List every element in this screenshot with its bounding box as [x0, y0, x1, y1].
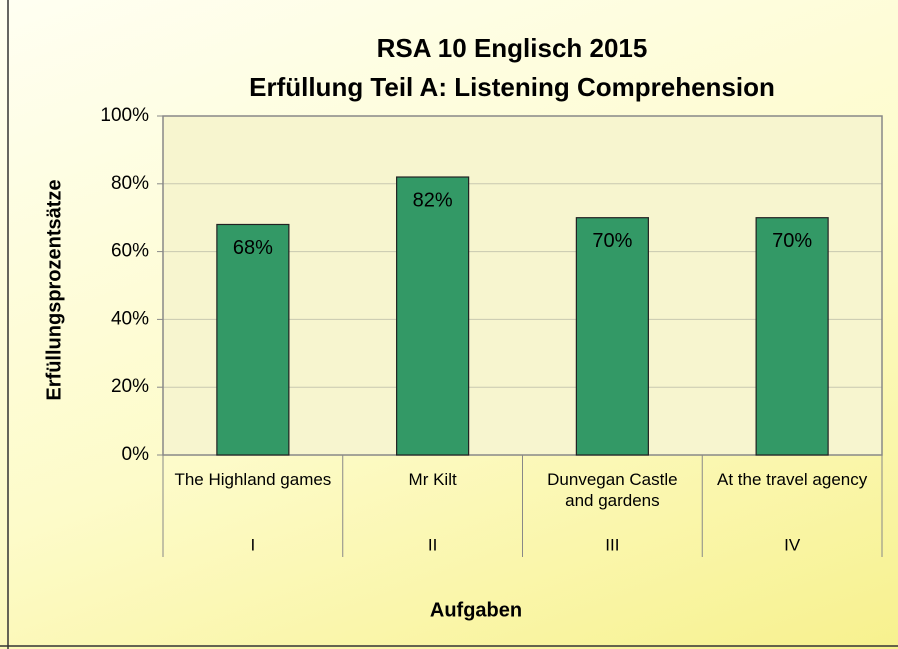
x-tick-label: Dunvegan Castle and gardens: [547, 470, 678, 510]
x-group-label: III: [605, 535, 619, 554]
y-tick-label: 80%: [111, 173, 149, 194]
y-tick-label: 40%: [111, 308, 149, 329]
data-label: 82%: [413, 189, 453, 211]
y-tick-label: 20%: [111, 376, 149, 397]
x-tick-label: Mr Kilt: [408, 470, 457, 489]
bar: [396, 176, 470, 456]
bar: [216, 223, 290, 456]
y-tick-label: 0%: [122, 444, 150, 465]
x-group-label: II: [428, 535, 437, 554]
y-axis-title: Erfüllungsprozentsätze: [43, 179, 65, 400]
data-label: 70%: [592, 230, 632, 252]
data-label: 70%: [772, 230, 812, 252]
y-tick-label: 60%: [111, 241, 149, 262]
x-group-label: IV: [784, 535, 801, 554]
chart-title: RSA 10 Englisch 2015: [377, 33, 648, 63]
y-tick-label: 100%: [100, 105, 149, 126]
x-tick-label: At the travel agency: [716, 470, 868, 489]
bar: [755, 217, 829, 456]
x-axis-title: Aufgaben: [430, 599, 522, 621]
x-group-label: I: [251, 535, 256, 554]
x-tick-label: The Highland games: [174, 470, 332, 489]
chart-subtitle: Erfüllung Teil A: Listening Comprehensio…: [249, 72, 775, 102]
bar: [575, 217, 649, 456]
data-label: 68%: [233, 237, 273, 259]
